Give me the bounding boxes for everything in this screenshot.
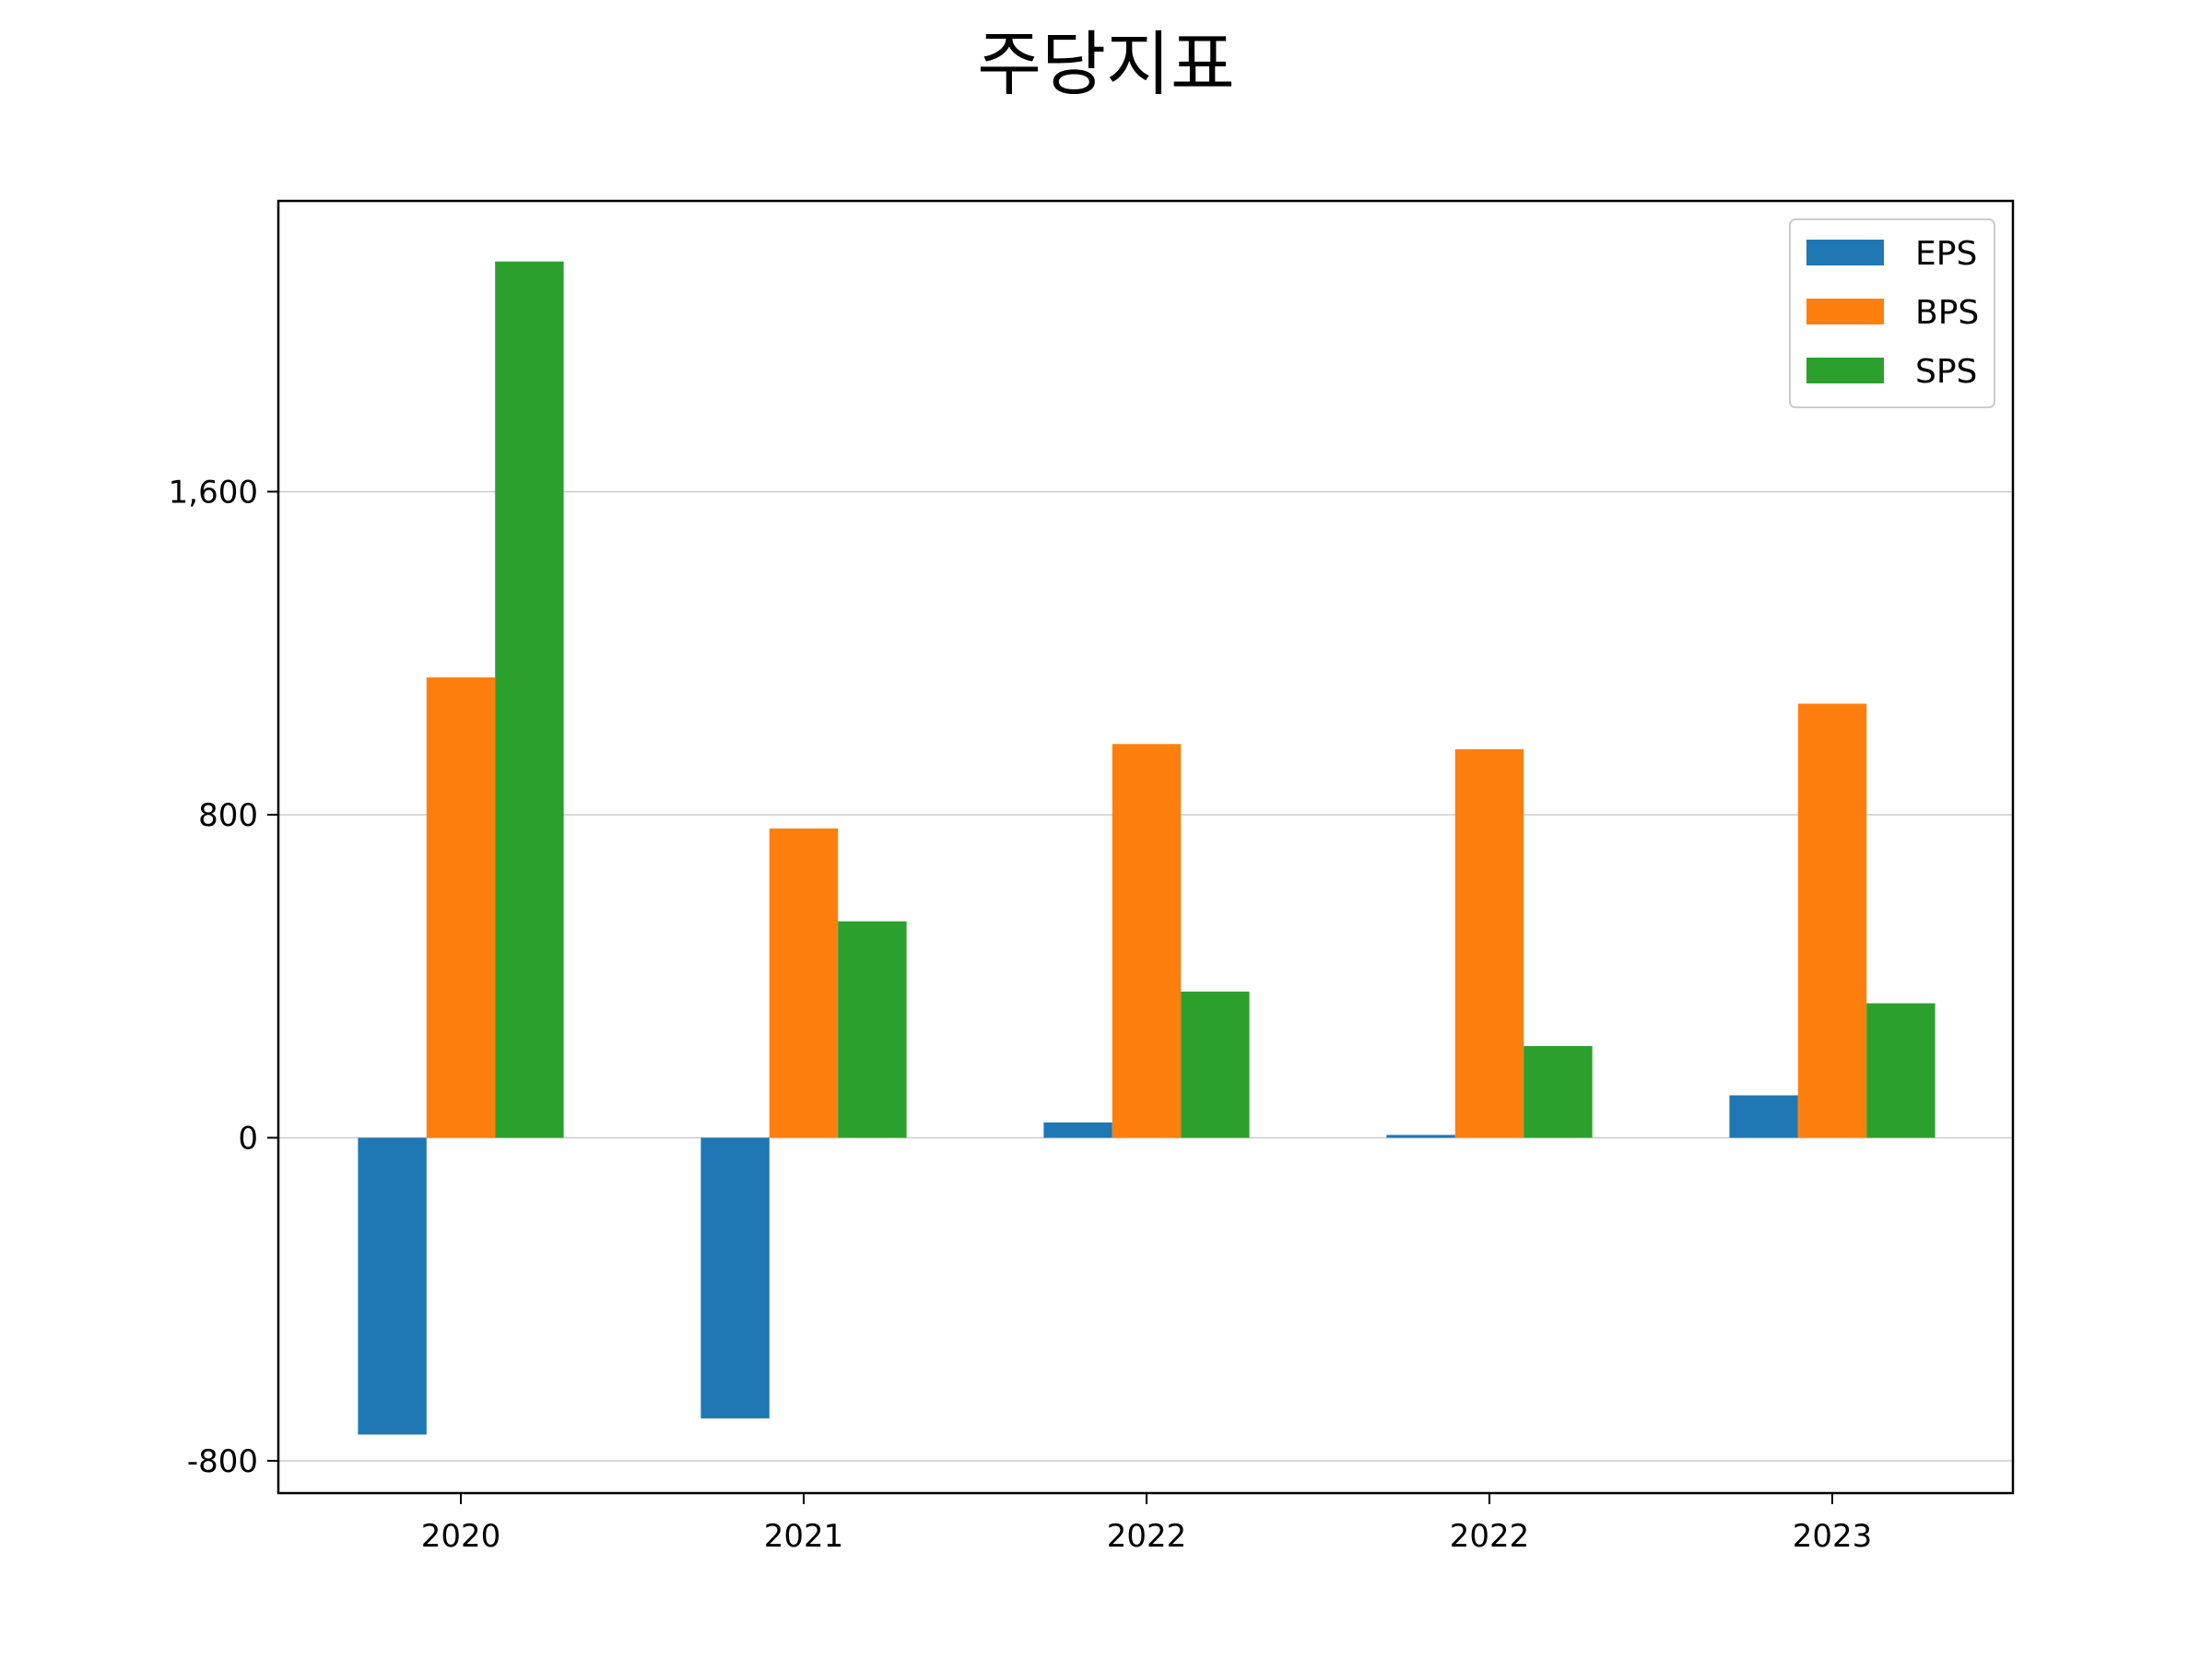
bar-sps [495, 261, 564, 1138]
x-tick-label: 2021 [764, 1518, 844, 1555]
y-tick-label: 0 [238, 1120, 258, 1157]
bar-bps [1112, 744, 1182, 1138]
legend-swatch-eps [1806, 240, 1884, 265]
x-tick-label: 2022 [1107, 1518, 1187, 1555]
x-axis-ticks: 2020 2021 2022 2022 2023 [421, 1493, 1873, 1555]
bar-bps [1454, 748, 1524, 1138]
x-tick-label: 2023 [1793, 1518, 1873, 1555]
y-tick-label: 1,600 [169, 474, 258, 511]
bar-bps [1797, 703, 1867, 1138]
y-tick-label: -800 [187, 1443, 258, 1480]
bar-eps [1729, 1095, 1798, 1138]
bars [358, 261, 1936, 1435]
bar-eps [358, 1137, 427, 1435]
y-tick-label: 800 [198, 797, 258, 834]
x-tick-label: 2020 [421, 1518, 501, 1555]
bar-eps [700, 1137, 770, 1418]
legend-swatch-bps [1806, 299, 1884, 324]
legend-label-sps: SPS [1915, 353, 1977, 391]
chart-title: 주당지표 [977, 23, 1235, 105]
x-tick-label: 2022 [1450, 1518, 1530, 1555]
legend-label-eps: EPS [1915, 235, 1977, 273]
bar-sps [1181, 991, 1250, 1138]
legend-label-bps: BPS [1915, 294, 1979, 332]
bar-sps [838, 921, 907, 1138]
bar-bps [426, 677, 496, 1138]
bar-eps [1386, 1135, 1455, 1138]
bar-sps [1866, 1003, 1936, 1138]
bar-eps [1043, 1122, 1112, 1138]
bar-sps [1524, 1045, 1593, 1138]
bar-bps [769, 828, 839, 1138]
legend: EPS BPS SPS [1789, 218, 1995, 408]
y-axis-ticks: -800 0 800 1,600 [169, 474, 278, 1480]
legend-swatch-sps [1806, 358, 1884, 383]
